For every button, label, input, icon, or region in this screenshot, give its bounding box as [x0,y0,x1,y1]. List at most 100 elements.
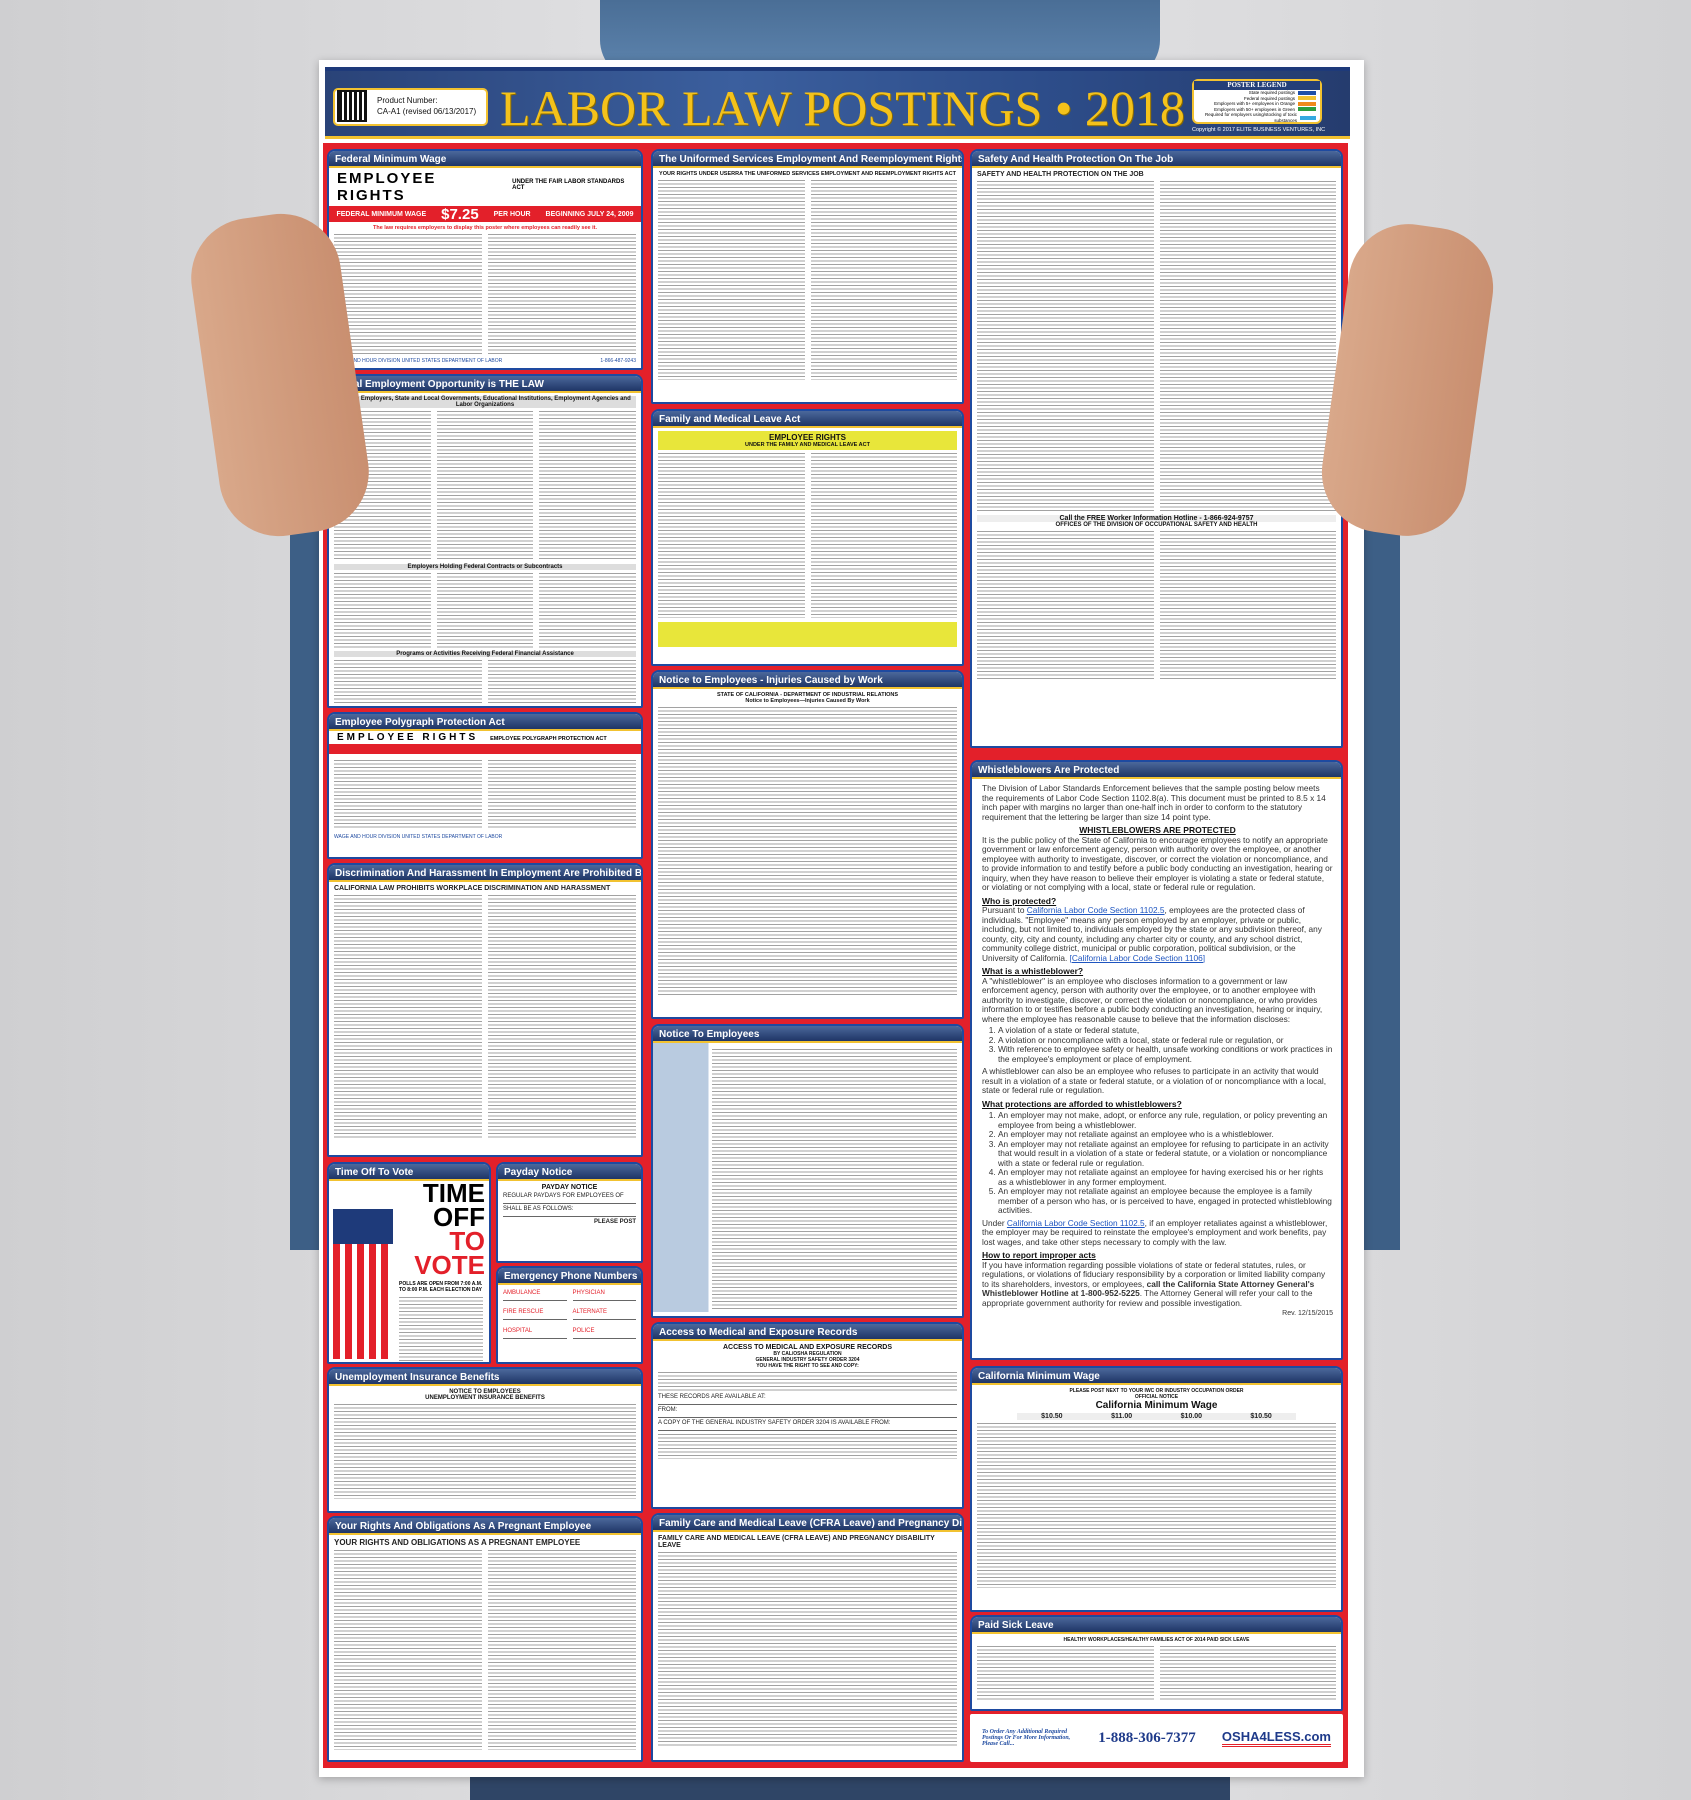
whistle-question: Who is protected? [982,895,1057,906]
order-text: To Order Any Additional Required Posting… [982,1729,1071,1747]
emergency-field[interactable]: POLICE [572,1328,636,1339]
legend-item: Federal required postings [1194,96,1320,102]
section-title: Equal Employment Opportunity is THE LAW [329,376,641,393]
wage-amount: $7.25 [441,205,479,223]
copyright-text: Copyright © 2017 ELITE BUSINESS VENTURES… [1192,127,1326,133]
list-item: An employer may not retaliate against an… [998,1186,1333,1216]
emergency-field[interactable]: ALTERNATE [572,1309,636,1320]
body-text-block [658,1552,957,1747]
section-discrimination-harassment: Discrimination And Harassment In Employm… [327,863,643,1157]
per-hour: PER HOUR [493,210,531,218]
safety-order-field[interactable]: A COPY OF THE GENERAL INDUSTRY SAFETY OR… [658,1420,957,1431]
labor-code-link[interactable]: California Labor Code Section 1102.5 [1026,905,1165,915]
fmla-subheading: UNDER THE FAMILY AND MEDICAL LEAVE ACT [745,442,870,448]
cawage-heading: California Minimum Wage [1095,1400,1218,1411]
wage-rate: $10.50 [1041,1413,1063,1420]
labor-code-link[interactable]: California Labor Code Section 1102.5 [1006,1217,1145,1228]
payday-heading: PAYDAY NOTICE [541,1184,598,1191]
office-list [977,531,1154,681]
section-injuries-caused-by-work: Notice to Employees - Injuries Caused by… [651,670,964,1019]
eppa-subheading: EMPLOYEE POLYGRAPH PROTECTION ACT [490,736,607,742]
whistle-heading: WHISTLEBLOWERS ARE PROTECTED [1079,825,1236,835]
polygraph-band [329,744,641,754]
body-text-block [711,1049,957,1309]
body-text-block [488,895,636,1140]
product-label: Product Number: [377,96,438,105]
section-title: Notice to Employees - Injuries Caused by… [653,672,962,689]
product-number: CA-A1 (revised 06/13/2017) [377,107,477,116]
section-title: Time Off To Vote [329,1164,489,1181]
qr-code-icon [337,90,367,122]
band-label: FEDERAL MINIMUM WAGE [336,210,427,218]
official-notice: OFFICIAL NOTICE [1134,1394,1179,1400]
section-title: Employee Polygraph Protection Act [329,714,641,731]
body-text-block [539,573,637,648]
records-location-field[interactable]: THESE RECORDS ARE AVAILABLE AT: [658,1394,957,1405]
text: , if an employer retaliates against a wh… [982,1217,1328,1247]
whistle-question: What is a whistleblower? [982,966,1084,976]
whistle-question: What protections are afforded to whistle… [982,1098,1182,1109]
legend-item: Required for employers using/stocking of… [1194,112,1320,123]
section-title: Family and Medical Leave Act [653,411,962,428]
legend-label: State required postings [1248,90,1295,95]
list-item: An employer may not make, adopt, or enfo… [998,1110,1333,1130]
body-text-block [810,180,957,380]
access-subheading: GENERAL INDUSTRY SAFETY ORDER 3204 [755,1357,860,1363]
body-text-block [539,411,637,561]
text: . The Attorney General will refer your c… [982,1288,1313,1308]
whistle-answer: A whistleblower can also be an employee … [982,1066,1327,1095]
fmla-footer-band [658,622,957,647]
body-text-block [334,234,482,354]
order-phone[interactable]: 1-888-306-7377 [1098,1729,1196,1746]
legend-label: Employers with 50+ employees in Green [1214,106,1295,112]
ballot-box-icon [333,1209,393,1359]
emergency-field[interactable]: AMBULANCE [503,1290,567,1301]
whistle-question: How to report improper acts [982,1250,1096,1260]
payday-field[interactable]: SHALL BE AS FOLLOWS: [503,1206,636,1217]
employee-rights-heading: EMPLOYEE RIGHTS [337,732,479,743]
section-title: California Minimum Wage [972,1368,1341,1385]
emergency-field[interactable]: FIRE RESCUE [503,1309,567,1320]
labor-code-link[interactable]: [California Labor Code Section 1106] [1069,952,1206,963]
body-text-block [1159,181,1336,511]
legend-swatch [1298,107,1316,112]
cawage-post-note: PLEASE POST NEXT TO YOUR IWC OR INDUSTRY… [1069,1388,1244,1394]
access-subheading: YOU HAVE THE RIGHT TO SEE AND COPY: [756,1363,859,1369]
ui-heading: NOTICE TO EMPLOYEES [449,1389,521,1395]
sick-heading: HEALTHY WORKPLACES/HEALTHY FAMILIES ACT … [1063,1637,1250,1643]
injuries-subheading: Notice to Employees—Injuries Caused By W… [745,698,870,704]
section-cfra-leave: Family Care and Medical Leave (CFRA Leav… [651,1513,964,1762]
whd-org: WAGE AND HOUR DIVISION UNITED STATES DEP… [334,358,503,364]
polls-hours: POLLS ARE OPEN FROM 7:00 A.M. TO 8:00 P.… [399,1281,483,1293]
revision-date: Rev. 12/15/2015 [1282,1310,1333,1317]
section-federal-minimum-wage: Federal Minimum Wage EMPLOYEE RIGHTS UNDE… [327,149,643,370]
emergency-field[interactable]: HOSPITAL [503,1328,567,1339]
access-heading: ACCESS TO MEDICAL AND EXPOSURE RECORDS [722,1344,893,1351]
legend-item: Employers with 5+ employees in Orange [1194,101,1320,107]
list-item: A violation of a state or federal statut… [998,1025,1333,1036]
dosh-offices-heading: OFFICES OF THE DIVISION OF OCCUPATIONAL … [1055,522,1258,528]
list-item: An employer may not retaliate against an… [998,1167,1333,1187]
emergency-field[interactable]: PHYSICIAN [572,1290,636,1301]
legend-swatch [1298,96,1316,101]
disc-heading: CALIFORNIA LAW PROHIBITS WORKPLACE DISCR… [334,885,611,892]
vote-heading: TIME OFF [422,1178,485,1232]
records-from-field[interactable]: FROM: [658,1407,957,1418]
section-title: Unemployment Insurance Benefits [329,1369,641,1386]
body-text-block [488,1550,636,1750]
wage-rate: $10.00 [1180,1413,1203,1420]
wage-rate: $10.50 [1250,1413,1272,1420]
section-unemployment-insurance: Unemployment Insurance Benefits NOTICE T… [327,1367,643,1513]
display-notice: The law requires employers to display th… [372,225,598,231]
body-text-block [977,1646,1154,1701]
body-text-block [488,660,636,705]
payday-field[interactable]: REGULAR PAYDAYS FOR EMPLOYEES OF [503,1193,636,1204]
osha4less-logo: OSHA4LESS.com [1221,1729,1331,1747]
list-item: An employer may not retaliate against an… [998,1129,1333,1140]
body-text-block [658,1434,957,1459]
legend-swatch [1298,90,1316,95]
section-title: Federal Minimum Wage [329,151,641,168]
legend-item: State required postings [1194,90,1320,96]
section-title: Access to Medical and Exposure Records [653,1324,962,1341]
minimum-wage-band: FEDERAL MINIMUM WAGE $7.25 PER HOUR BEGINNI… [329,205,641,223]
